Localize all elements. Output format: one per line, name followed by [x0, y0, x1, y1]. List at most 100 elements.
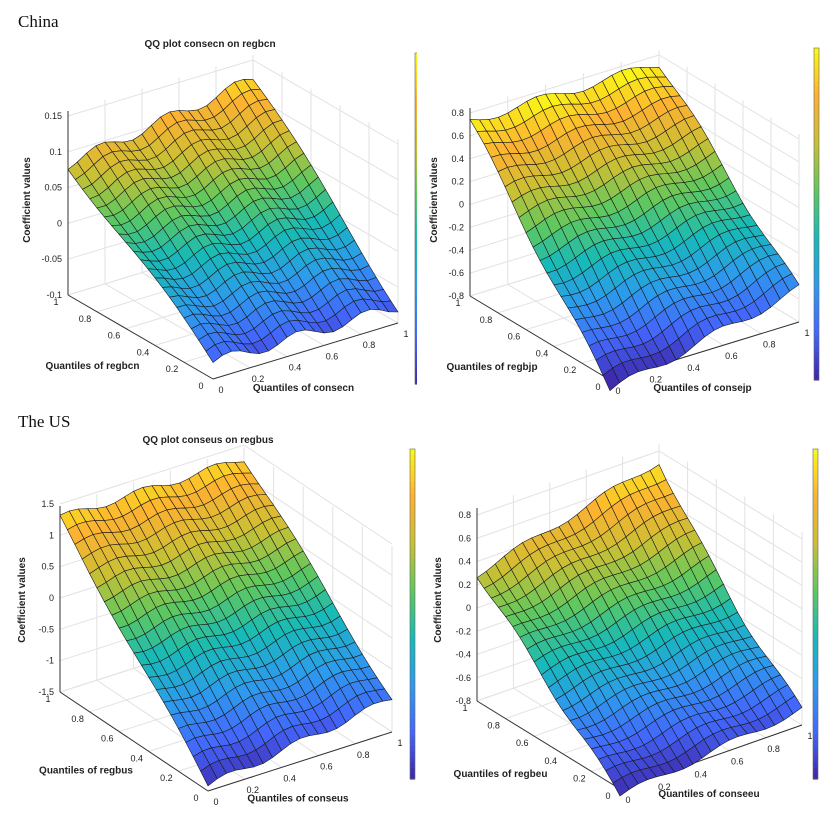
colorbar-segment: [814, 147, 819, 154]
x-tick-label: 0.8: [357, 750, 370, 760]
z-tick-label: 0.4: [458, 557, 471, 567]
colorbar-segment: [415, 91, 417, 98]
grid-line: [658, 54, 800, 140]
y-tick-label: 0: [595, 382, 600, 392]
colorbar-segment: [814, 75, 819, 82]
surface: [476, 464, 803, 797]
colorbar-segment: [813, 680, 818, 687]
colorbar-segment: [813, 636, 818, 643]
colorbar-segment: [813, 476, 818, 483]
y-axis-line: [67, 294, 214, 380]
colorbar-segment: [410, 636, 415, 643]
colorbar: [813, 47, 820, 381]
colorbar-segment: [410, 476, 415, 483]
colorbar-segment: [410, 471, 415, 478]
colorbar-segment: [813, 460, 818, 467]
colorbar-segment: [410, 757, 415, 764]
colorbar-segment: [410, 531, 415, 538]
colorbar-segment: [814, 280, 819, 287]
colorbar-segment: [410, 564, 415, 571]
colorbar-segment: [813, 526, 818, 533]
grid-line: [658, 473, 803, 563]
colorbar-segment: [813, 614, 818, 621]
colorbar-segment: [813, 685, 818, 692]
colorbar-segment: [410, 696, 415, 703]
z-tick-label: -0.6: [455, 673, 471, 683]
colorbar-segment: [814, 64, 819, 71]
z-tick-label: -0.8: [455, 696, 471, 706]
colorbar-segment: [415, 235, 417, 242]
colorbar-segment: [410, 691, 415, 698]
surface: [59, 461, 393, 787]
colorbar-segment: [813, 570, 818, 577]
colorbar-segment: [814, 252, 819, 259]
x-tick-label: 0.8: [767, 744, 780, 754]
z-tick-label: 0.8: [458, 510, 471, 520]
colorbar-segment: [813, 487, 818, 494]
colorbar-segment: [415, 119, 417, 126]
colorbar-segment: [814, 86, 819, 93]
colorbar-frame: [812, 448, 819, 780]
y-tick-label: 0.2: [564, 365, 577, 375]
colorbar-segment: [410, 619, 415, 626]
z-tick-label: -1.5: [38, 687, 54, 697]
colorbar-segment: [415, 262, 417, 269]
colorbar-segment: [813, 707, 818, 714]
z-tick-label: -0.1: [46, 290, 62, 300]
colorbar-segment: [814, 169, 819, 176]
colorbar-segment: [415, 295, 417, 302]
surface: [469, 66, 800, 392]
x-tick-label: 0.2: [247, 785, 260, 795]
y-axis-label: Quantiles of regbeu: [454, 769, 548, 780]
x-tick-label: 0: [615, 386, 620, 396]
colorbar-segment: [814, 131, 819, 138]
colorbar-segment: [814, 81, 819, 88]
x-axis: 0 0.2 0.4 0.6 0.8 1 Quantiles of consejp: [615, 328, 809, 396]
colorbar-segment: [814, 319, 819, 326]
colorbar-segment: [813, 647, 818, 654]
colorbar-segment: [410, 542, 415, 549]
colorbar-segment: [415, 317, 417, 324]
y-tick-label: 0: [193, 793, 198, 803]
colorbar-segment: [410, 768, 415, 775]
colorbar-segment: [415, 361, 417, 369]
colorbar-segment: [813, 641, 818, 648]
x-tick-label: 0.8: [763, 340, 776, 350]
colorbar-segment: [415, 229, 417, 236]
colorbar-segment: [415, 350, 417, 358]
chart-japan: JapanQQ plot consejp on regbjp00.20.40.6…: [429, 47, 820, 396]
z-tick-label: 0.4: [451, 154, 464, 164]
colorbar-segment: [415, 75, 417, 82]
colorbar-segment: [813, 762, 818, 769]
colorbar-segment: [410, 493, 415, 500]
colorbar-segment: [814, 269, 819, 276]
plot-title: QQ plot conseus on regbus: [142, 435, 274, 446]
colorbar-segment: [415, 146, 417, 153]
x-axis-line: [212, 322, 399, 380]
colorbar-segment: [410, 713, 415, 720]
x-tick-label: 0.2: [658, 782, 671, 792]
z-axis-label: Coefficient values: [429, 157, 440, 243]
z-tick-label: 0: [57, 218, 62, 228]
x-tick-label: 1: [403, 329, 408, 339]
y-tick-label: 0.4: [137, 347, 150, 357]
colorbar-segment: [813, 597, 818, 604]
z-tick-label: -0.5: [38, 624, 54, 634]
colorbar-segment: [813, 696, 818, 703]
colorbar-segment: [410, 608, 415, 615]
colorbar-segment: [814, 302, 819, 309]
colorbar-segment: [814, 70, 819, 77]
colorbar-segment: [814, 119, 819, 127]
colorbar-segment: [410, 482, 415, 489]
colorbar-segment: [415, 251, 417, 258]
y-tick-label: 1: [455, 298, 460, 308]
colorbar-segment: [410, 685, 415, 692]
colorbar-segment: [410, 498, 415, 505]
colorbar-segment: [415, 141, 417, 148]
y-axis-label: Quantiles of regbjp: [446, 362, 537, 373]
z-tick-label: -0.05: [41, 254, 62, 264]
colorbar-segment: [814, 236, 819, 243]
colorbar-segment: [814, 247, 819, 254]
colorbar-segment: [410, 504, 415, 511]
colorbar-segment: [813, 559, 818, 566]
